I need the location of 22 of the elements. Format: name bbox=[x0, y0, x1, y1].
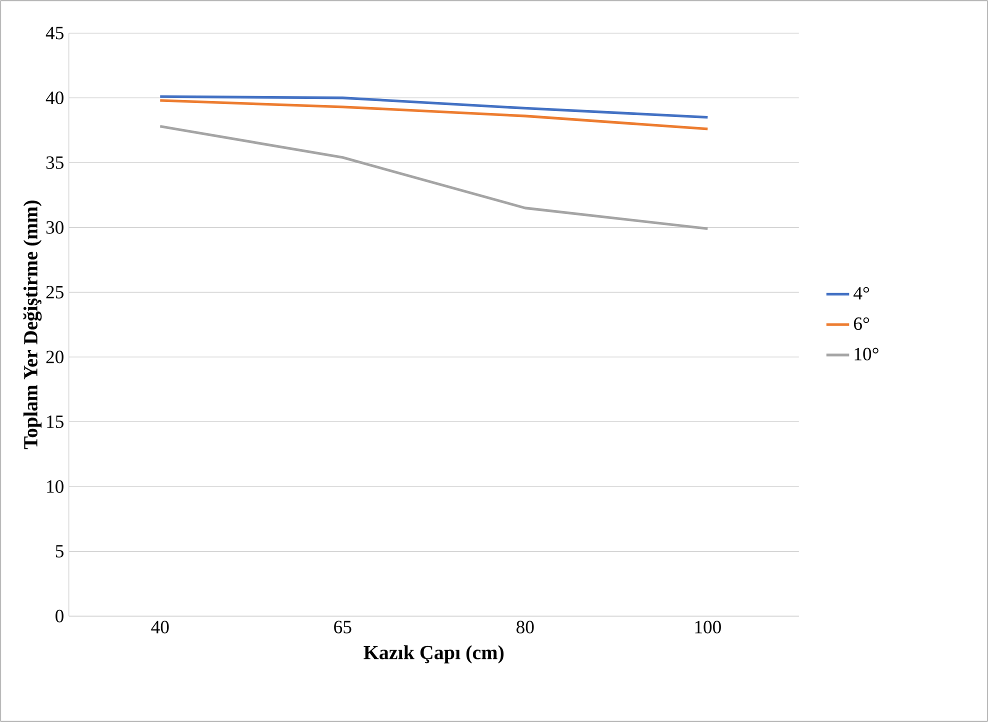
legend-label: 10° bbox=[854, 348, 878, 360]
y-tick-label: 40 bbox=[46, 92, 64, 104]
y-tick-label: 25 bbox=[46, 286, 64, 298]
y-axis-title: Toplam Yer Değiştirme (mm) bbox=[23, 200, 42, 450]
y-tick-label: 45 bbox=[46, 26, 64, 40]
x-tick-label: 65 bbox=[334, 620, 352, 634]
y-tick-label: 10 bbox=[47, 480, 64, 493]
line-series bbox=[158, 99, 709, 130]
y-tick-label: 20 bbox=[46, 350, 64, 364]
y-tick-label: 30 bbox=[46, 221, 64, 234]
x-axis-title: Kazık Çapı (cm) bbox=[364, 645, 504, 664]
y-tick-label: 0 bbox=[56, 610, 64, 622]
y-tick-label: 35 bbox=[46, 156, 64, 169]
y-tick-label: 15 bbox=[47, 415, 64, 428]
line-series bbox=[158, 125, 709, 230]
x-tick-label: 100 bbox=[695, 620, 721, 634]
x-tick-label: 80 bbox=[516, 620, 534, 634]
line-series bbox=[158, 95, 709, 119]
legend-label: 6° bbox=[854, 317, 870, 330]
legend-label: 4° bbox=[854, 286, 870, 300]
y-tick-label: 5 bbox=[56, 545, 64, 558]
x-tick-label: 40 bbox=[151, 620, 169, 634]
